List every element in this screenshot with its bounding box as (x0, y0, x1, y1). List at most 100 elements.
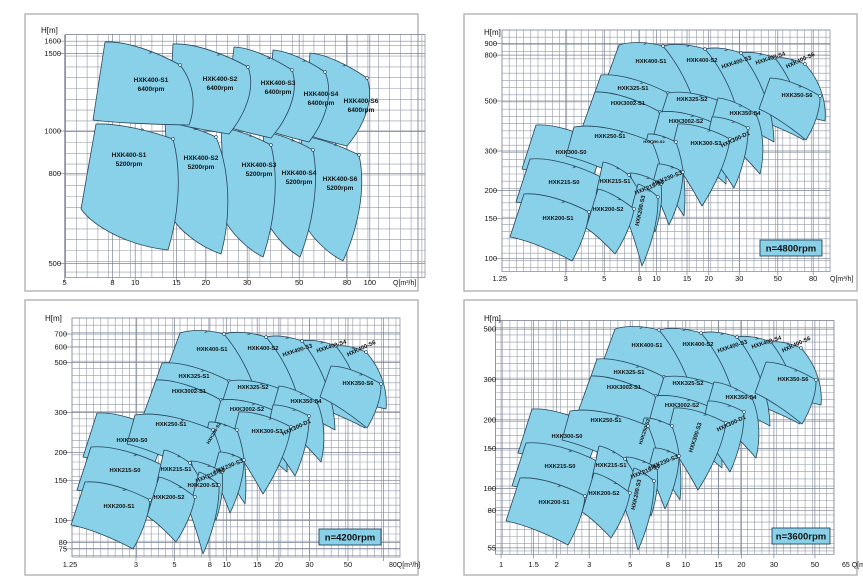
svg-text:1.5: 1.5 (528, 560, 538, 569)
svg-text:HXK400-S2: HXK400-S2 (203, 76, 238, 83)
svg-text:H[m]: H[m] (45, 314, 62, 323)
svg-text:HXK350-S4: HXK350-S4 (730, 111, 762, 117)
svg-text:HXK300-S3: HXK300-S3 (252, 429, 284, 435)
svg-text:80Q[m³/h]: 80Q[m³/h] (389, 562, 420, 569)
svg-text:5: 5 (172, 560, 176, 569)
svg-text:80: 80 (59, 538, 67, 547)
svg-text:6400rpm: 6400rpm (308, 100, 335, 107)
svg-text:HXK400-S4: HXK400-S4 (282, 170, 317, 177)
svg-text:H[m]: H[m] (484, 314, 501, 323)
svg-text:150: 150 (483, 444, 496, 453)
svg-text:HXK3002-S2: HXK3002-S2 (230, 407, 264, 413)
svg-text:30: 30 (735, 274, 743, 283)
svg-text:HXK3002-S1: HXK3002-S1 (607, 385, 642, 391)
svg-text:200: 200 (54, 448, 67, 457)
svg-text:HXK400-S1: HXK400-S1 (134, 77, 169, 84)
svg-text:10: 10 (223, 560, 231, 569)
svg-text:50: 50 (295, 278, 303, 287)
svg-text:20: 20 (202, 278, 210, 287)
svg-text:HXK400-S1: HXK400-S1 (197, 347, 229, 353)
svg-text:80: 80 (343, 278, 351, 287)
svg-text:HXK250-S1: HXK250-S1 (591, 418, 623, 424)
svg-text:10: 10 (682, 560, 690, 569)
svg-text:HXK215-S1: HXK215-S1 (600, 179, 632, 185)
svg-text:1000: 1000 (44, 127, 61, 136)
svg-text:HXK350-S6: HXK350-S6 (343, 381, 375, 387)
svg-text:HXK400-S1: HXK400-S1 (112, 152, 147, 159)
svg-text:HXK350-S6: HXK350-S6 (778, 377, 810, 383)
svg-text:HXK300-S3: HXK300-S3 (691, 141, 723, 147)
svg-text:HXK325-S1: HXK325-S1 (618, 86, 650, 92)
svg-text:HXK400-S2: HXK400-S2 (248, 346, 279, 352)
svg-text:65 Q[m³/h]: 65 Q[m³/h] (842, 562, 863, 569)
svg-text:HXK400-S6: HXK400-S6 (344, 98, 379, 105)
svg-text:100: 100 (484, 254, 497, 263)
svg-text:20: 20 (705, 274, 713, 283)
svg-text:HXK400-S2: HXK400-S2 (687, 58, 718, 64)
svg-text:6400rpm: 6400rpm (348, 107, 375, 114)
svg-text:HXK215-S1: HXK215-S1 (596, 463, 628, 469)
svg-text:150: 150 (54, 476, 67, 485)
svg-text:3: 3 (587, 560, 591, 569)
svg-text:HXK400-S3: HXK400-S3 (261, 80, 296, 87)
svg-text:6400rpm: 6400rpm (138, 86, 165, 93)
svg-text:HXK250-S1: HXK250-S1 (595, 134, 627, 140)
svg-text:50: 50 (774, 274, 782, 283)
svg-text:50: 50 (344, 560, 352, 569)
svg-text:8: 8 (110, 278, 114, 287)
svg-text:10: 10 (131, 278, 139, 287)
svg-text:200: 200 (484, 186, 497, 195)
svg-text:3: 3 (134, 560, 138, 569)
svg-text:100: 100 (54, 516, 67, 525)
svg-text:2: 2 (555, 560, 559, 569)
svg-text:5200rpm: 5200rpm (116, 161, 143, 168)
svg-text:30: 30 (305, 560, 313, 569)
svg-text:5200rpm: 5200rpm (188, 164, 215, 171)
svg-text:H[m]: H[m] (41, 26, 58, 35)
svg-text:8: 8 (208, 560, 212, 569)
svg-text:HXK215-S0: HXK215-S0 (549, 180, 580, 186)
svg-text:HXK3002-S2: HXK3002-S2 (669, 119, 703, 125)
svg-text:500: 500 (48, 259, 61, 268)
svg-text:HXK250-S1: HXK250-S1 (156, 422, 188, 428)
svg-text:HXK200-S2: HXK200-S2 (593, 207, 624, 213)
svg-text:HXK215-S1: HXK215-S1 (161, 467, 193, 473)
svg-text:1.25: 1.25 (63, 560, 78, 569)
svg-text:500: 500 (54, 358, 67, 367)
svg-text:800: 800 (48, 169, 61, 178)
svg-text:10: 10 (652, 274, 660, 283)
svg-text:HXK400-S2: HXK400-S2 (184, 155, 219, 162)
svg-text:1: 1 (499, 560, 503, 569)
svg-text:HXK3002-S1: HXK3002-S1 (611, 101, 646, 107)
svg-text:800: 800 (484, 51, 497, 60)
svg-text:HXK200-S3: HXK200-S3 (188, 483, 220, 489)
svg-text:15: 15 (683, 274, 691, 283)
svg-text:5: 5 (628, 560, 632, 569)
svg-text:HXK350-S4: HXK350-S4 (726, 395, 758, 401)
svg-text:HXK250-S2: HXK250-S2 (643, 139, 665, 144)
svg-text:300: 300 (54, 408, 67, 417)
svg-text:80: 80 (809, 274, 817, 283)
svg-text:n=3600rpm: n=3600rpm (776, 532, 826, 543)
svg-text:HXK325-S1: HXK325-S1 (614, 370, 646, 376)
svg-text:600: 600 (54, 343, 67, 352)
svg-text:300: 300 (484, 146, 497, 155)
svg-text:HXK200-S1: HXK200-S1 (543, 216, 575, 222)
svg-text:1500: 1500 (44, 49, 61, 58)
svg-text:8: 8 (666, 560, 670, 569)
svg-text:HXK325-S2: HXK325-S2 (677, 97, 708, 103)
svg-text:55: 55 (488, 543, 496, 552)
svg-text:500: 500 (484, 97, 497, 106)
svg-text:HXK200-S1: HXK200-S1 (539, 500, 571, 506)
svg-text:3: 3 (564, 274, 568, 283)
svg-text:HXK350-S4: HXK350-S4 (291, 399, 323, 405)
svg-text:1600: 1600 (44, 37, 61, 46)
svg-text:500: 500 (483, 325, 496, 334)
svg-text:5200rpm: 5200rpm (246, 171, 273, 178)
svg-text:100: 100 (483, 484, 496, 493)
svg-text:80: 80 (488, 506, 496, 515)
svg-text:HXK400-S6: HXK400-S6 (323, 176, 358, 183)
svg-text:n=4800rpm: n=4800rpm (766, 244, 816, 255)
svg-text:HXK400-S2: HXK400-S2 (683, 342, 714, 348)
svg-text:8: 8 (638, 274, 642, 283)
